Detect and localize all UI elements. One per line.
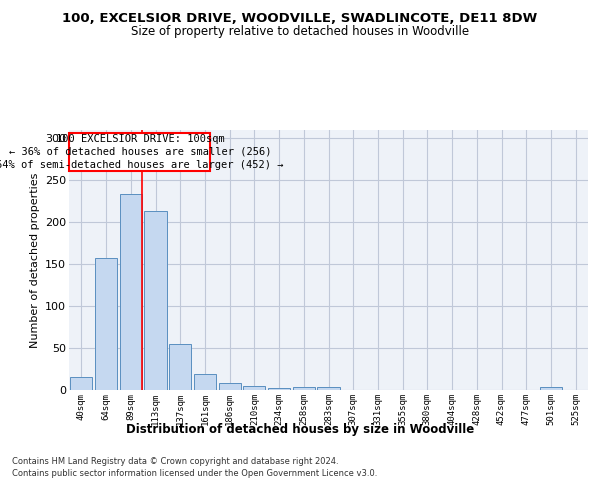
Bar [317, 388, 340, 390]
Text: Contains HM Land Registry data © Crown copyright and database right 2024.: Contains HM Land Registry data © Crown c… [12, 458, 338, 466]
FancyBboxPatch shape [70, 132, 211, 171]
Text: 100, EXCELSIOR DRIVE, WOODVILLE, SWADLINCOTE, DE11 8DW: 100, EXCELSIOR DRIVE, WOODVILLE, SWADLIN… [62, 12, 538, 26]
Bar [218, 384, 241, 390]
Bar [95, 258, 117, 390]
Bar [268, 388, 290, 390]
Text: Distribution of detached houses by size in Woodville: Distribution of detached houses by size … [126, 422, 474, 436]
Bar [145, 210, 167, 390]
Bar [169, 344, 191, 390]
Bar [540, 388, 562, 390]
Bar [70, 378, 92, 390]
Bar [243, 386, 265, 390]
Text: 100 EXCELSIOR DRIVE: 100sqm: 100 EXCELSIOR DRIVE: 100sqm [56, 134, 224, 144]
Bar [119, 194, 142, 390]
Y-axis label: Number of detached properties: Number of detached properties [29, 172, 40, 348]
Text: Contains public sector information licensed under the Open Government Licence v3: Contains public sector information licen… [12, 469, 377, 478]
Bar [194, 374, 216, 390]
Text: Size of property relative to detached houses in Woodville: Size of property relative to detached ho… [131, 25, 469, 38]
Bar [293, 388, 315, 390]
Text: ← 36% of detached houses are smaller (256): ← 36% of detached houses are smaller (25… [8, 147, 271, 157]
Text: 64% of semi-detached houses are larger (452) →: 64% of semi-detached houses are larger (… [0, 160, 284, 170]
